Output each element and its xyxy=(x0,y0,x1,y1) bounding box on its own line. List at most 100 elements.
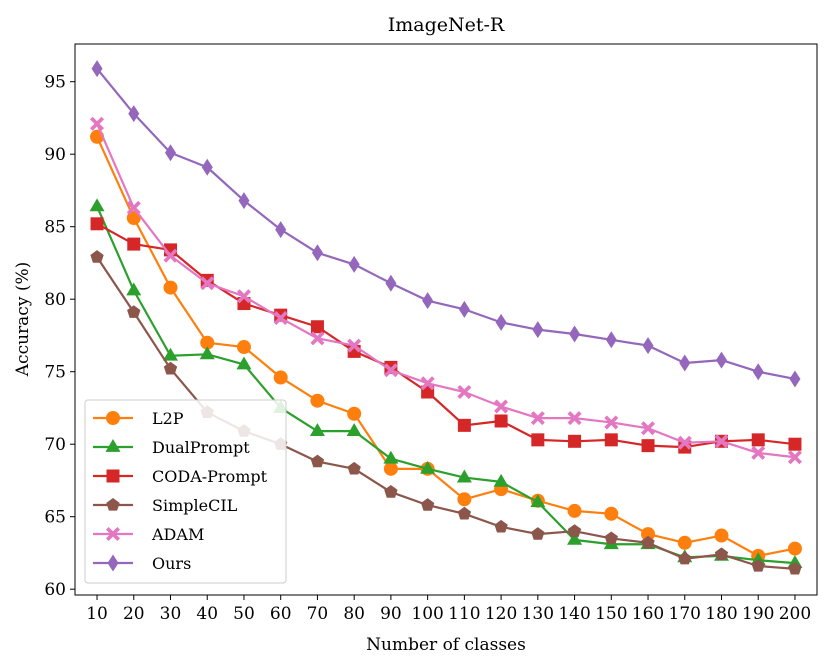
data-point-simplecil xyxy=(567,524,582,537)
data-point-coda-prompt xyxy=(531,433,545,447)
data-point-simplecil xyxy=(384,485,398,498)
x-tick-label: 120 xyxy=(485,604,517,624)
data-point-adam xyxy=(126,200,141,215)
x-tick-label: 180 xyxy=(705,604,737,624)
data-point-coda-prompt xyxy=(457,418,471,432)
data-point-simplecil xyxy=(751,559,765,572)
data-point-simplecil xyxy=(310,454,325,468)
plot-frame xyxy=(74,43,818,596)
data-point-simplecil xyxy=(788,561,802,575)
data-point-adam xyxy=(310,331,325,346)
data-point-dualprompt xyxy=(493,473,509,487)
legend-marker-simplecil xyxy=(106,498,120,511)
data-point-ours xyxy=(642,337,654,355)
legend-label: ADAM xyxy=(151,525,204,544)
data-point-l2p xyxy=(273,370,288,385)
data-point-simplecil xyxy=(347,461,361,475)
axis-layer: 10 20 30 40 50 60 70 80 90 100 110 120 130 140 150 160 1… xyxy=(44,73,811,624)
data-point-simplecil xyxy=(641,535,655,549)
data-point-l2p xyxy=(163,280,178,295)
data-point-adam xyxy=(751,445,766,460)
y-tick-label: 85 xyxy=(44,218,66,238)
legend-marker-ours xyxy=(107,554,119,572)
y-tick-label: 80 xyxy=(44,290,66,310)
data-point-ours xyxy=(385,274,397,292)
data-point-ours xyxy=(458,300,470,318)
data-point-adam xyxy=(714,434,729,449)
y-tick-label: 60 xyxy=(44,580,66,600)
data-point-simplecil xyxy=(90,250,104,263)
data-point-coda-prompt xyxy=(604,433,618,447)
data-point-ours xyxy=(605,331,617,349)
data-point-coda-prompt xyxy=(751,433,765,447)
legend-box xyxy=(84,399,287,584)
data-point-adam xyxy=(604,415,619,430)
data-point-adam xyxy=(787,450,802,465)
data-point-l2p xyxy=(383,461,398,476)
legend-marker-adam xyxy=(106,527,120,541)
x-tick-label: 70 xyxy=(307,604,329,624)
data-point-l2p xyxy=(310,393,325,408)
legend-item-coda-prompt: CODA-Prompt xyxy=(93,467,268,486)
data-point-coda-prompt xyxy=(788,437,802,451)
series-l2p xyxy=(90,129,802,563)
data-point-simplecil xyxy=(457,506,472,520)
legend-item-simplecil: SimpleCIL xyxy=(93,496,238,515)
legend-label: CODA-Prompt xyxy=(152,467,268,486)
data-point-ours xyxy=(201,158,213,176)
x-tick-label: 20 xyxy=(123,604,145,624)
x-tick-label: 60 xyxy=(270,604,292,624)
data-point-ours xyxy=(532,321,544,339)
data-point-l2p xyxy=(714,528,729,543)
x-tick-label: 190 xyxy=(742,604,774,624)
data-point-adam xyxy=(163,248,178,263)
data-point-dualprompt xyxy=(199,346,215,360)
data-point-l2p xyxy=(641,527,656,542)
data-point-simplecil xyxy=(420,498,435,511)
data-point-simplecil xyxy=(678,551,692,565)
data-point-adam xyxy=(347,338,362,353)
data-point-ours xyxy=(422,292,434,310)
data-point-dualprompt xyxy=(126,282,142,296)
series-layer xyxy=(89,60,803,575)
x-tick-label: 50 xyxy=(233,604,255,624)
legend-label: L2P xyxy=(152,409,184,428)
legend-item-dualprompt: DualPrompt xyxy=(93,438,250,457)
data-point-ours xyxy=(495,313,507,331)
x-tick-label: 80 xyxy=(343,604,365,624)
data-point-simplecil xyxy=(604,531,618,545)
legend-item-l2p: L2P xyxy=(93,409,184,428)
data-point-ours xyxy=(165,144,177,162)
data-point-l2p xyxy=(677,535,692,550)
data-point-coda-prompt xyxy=(494,414,508,428)
legend-item-ours: Ours xyxy=(93,554,191,573)
data-point-simplecil xyxy=(163,361,178,375)
data-point-dualprompt xyxy=(456,469,472,483)
legend-marker-dualprompt xyxy=(105,439,121,452)
data-point-adam xyxy=(90,116,105,131)
x-tick-label: 100 xyxy=(411,604,443,624)
data-point-adam xyxy=(383,363,398,378)
data-point-l2p xyxy=(236,340,251,355)
data-point-dualprompt xyxy=(163,347,179,361)
series-adam xyxy=(90,116,802,465)
x-tick-label: 140 xyxy=(558,604,590,624)
data-point-ours xyxy=(275,221,287,239)
legend: L2P DualPrompt CODA-Prompt SimpleCIL ADAM Our… xyxy=(84,399,287,584)
x-tick-label: 110 xyxy=(448,604,480,624)
data-point-coda-prompt xyxy=(127,237,141,251)
data-point-dualprompt xyxy=(530,494,546,508)
data-point-simplecil xyxy=(494,519,508,533)
data-point-coda-prompt xyxy=(310,320,324,334)
x-tick-label: 30 xyxy=(160,604,182,624)
data-point-dualprompt xyxy=(89,198,105,212)
data-point-ours xyxy=(569,325,581,343)
data-point-dualprompt xyxy=(567,531,583,545)
data-point-adam xyxy=(494,399,509,414)
data-point-adam xyxy=(457,385,472,399)
data-point-simplecil xyxy=(714,547,729,561)
data-point-adam xyxy=(677,435,692,450)
x-tick-label: 90 xyxy=(380,604,402,624)
data-point-ours xyxy=(311,244,323,262)
legend-label: SimpleCIL xyxy=(152,496,238,515)
